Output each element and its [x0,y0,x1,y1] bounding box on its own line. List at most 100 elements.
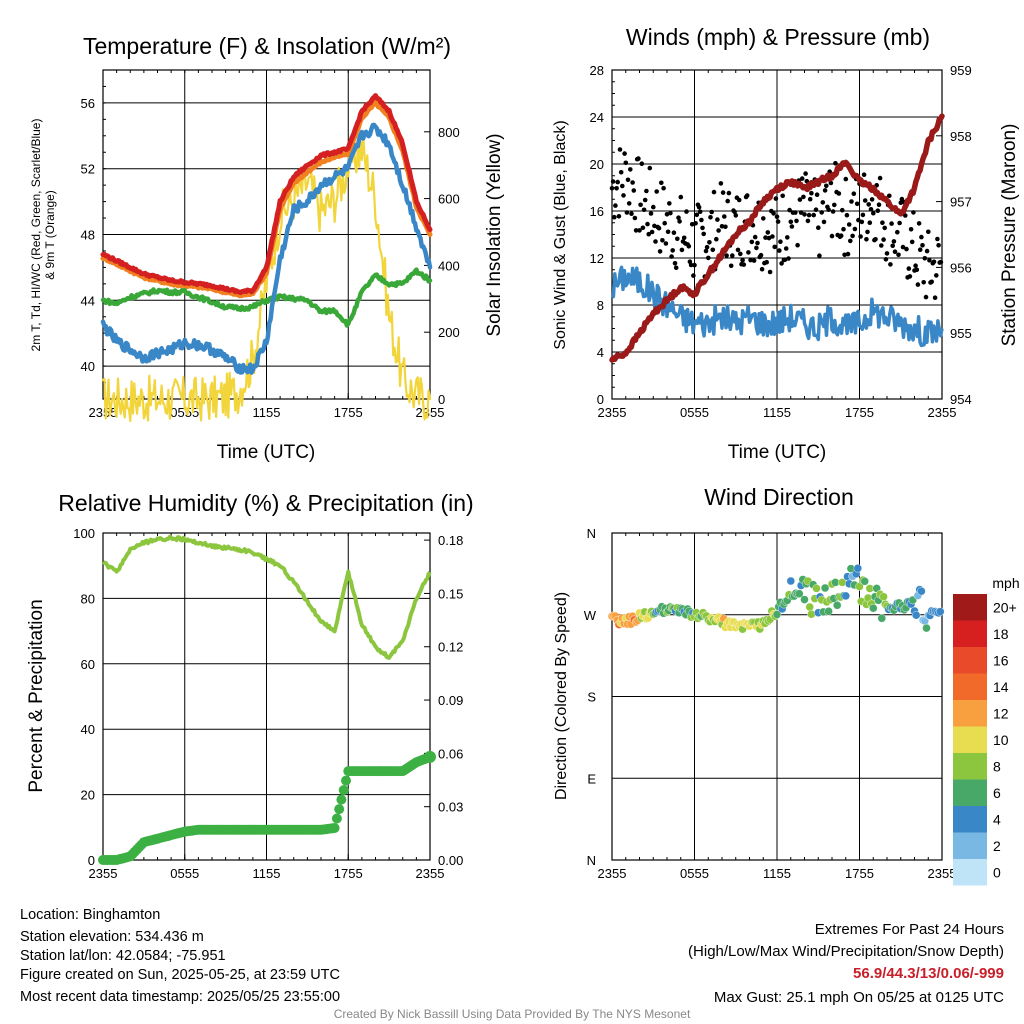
gust-point [809,190,814,196]
gust-point [732,209,737,215]
gust-point [645,221,650,227]
legend-label: 4 [993,811,1001,827]
direction-tick-label: N [587,526,596,541]
gust-point [765,230,771,235]
gust-point [875,208,881,213]
gust-point [706,255,711,261]
gust-point [851,191,857,196]
y2-tick-label: 959 [950,63,972,78]
legend-swatch [953,620,987,647]
x-tick-label: 1155 [763,405,791,420]
direction-point [786,576,795,586]
gust-point [755,240,760,246]
x-tick-label: 0555 [680,405,709,420]
y2-tick-label: 0.00 [438,853,463,868]
y-tick-label: 40 [81,359,95,374]
gust-point [763,235,768,240]
gust-point [865,229,870,235]
gust-point [623,160,629,166]
gust-point [838,233,844,238]
gust-point [675,236,680,242]
gust-point [898,200,904,205]
gust-point [907,274,913,279]
gust-point [816,225,821,230]
y-tick-label: 28 [590,63,604,78]
gust-point [733,213,739,218]
y2-tick-label: 957 [950,195,972,210]
gust-point [692,262,697,268]
gust-point [740,257,745,263]
gust-point [866,202,871,207]
gust-point [913,263,918,269]
gust-point [914,267,920,273]
gust-point [741,262,747,267]
gust-point [744,193,750,198]
legend-label: 2 [993,838,1001,854]
gust-point [849,199,854,204]
gust-point [806,212,812,218]
legend-label: 8 [993,758,1001,774]
gust-point [615,179,620,185]
legend-label: 10 [993,732,1009,748]
y-tick-label: 20 [590,157,604,172]
gust-point [817,253,822,258]
gust-point [889,221,894,226]
gust-point [665,229,671,235]
gust-point [677,219,682,224]
gust-point [701,231,706,237]
gust-point [932,295,938,301]
gust-point [723,224,728,230]
gust-point [728,263,734,269]
gust-point [896,252,901,258]
gust-point [906,266,912,271]
gust-point [904,246,909,252]
gust-point [934,273,939,278]
direction-tick-label: S [587,690,596,705]
gust-point [646,231,651,237]
gust-point [622,151,627,156]
gust-point [691,273,696,278]
x-tick-label: 2355 [928,866,957,881]
wind-xlabel: Time (UTC) [728,442,827,463]
direction-point [805,602,814,612]
y2-tick-label: 0.15 [438,586,463,601]
gust-point [696,204,702,210]
gust-point [920,243,925,248]
gust-point [779,261,784,266]
gust-point [726,190,732,196]
gust-point [915,282,921,287]
direction-point [879,592,888,601]
gust-point [826,207,831,212]
dir-ylabel: Direction (Colored By Speed) [553,592,570,800]
gust-point [840,207,845,213]
y2-tick-label: 958 [950,129,972,144]
gust-point [716,228,721,233]
legend-label: 18 [993,626,1009,642]
gust-point [668,210,673,216]
gust-point [632,215,638,221]
temp-y2label: Solar Insolation (Yellow) [484,133,505,336]
temp-ylabel-line2: & 9m T (Orange) [43,190,57,280]
gust-point [694,212,700,218]
gust-point [641,207,647,213]
gust-point [662,220,667,226]
gust-point [660,238,665,243]
legend-swatch [953,832,987,859]
gust-point [869,197,875,202]
temp-series-solar-insolation [101,134,432,423]
x-tick-label: 2355 [89,866,118,881]
gust-point [730,253,735,258]
gust-point [926,229,931,235]
gust-point [844,212,850,218]
rh-panel-title: Relative Humidity (%) & Precipitation (i… [58,490,473,516]
legend-swatch [953,779,987,806]
gust-point [879,243,884,248]
y-tick-label: 8 [597,298,604,313]
gust-point [775,219,781,224]
gust-point [922,255,928,261]
gust-point [722,214,727,219]
rh-ylabel: Percent & Precipitation [26,599,47,792]
gust-point [864,237,869,242]
legend-swatch [953,753,987,780]
precip-point [331,813,342,824]
